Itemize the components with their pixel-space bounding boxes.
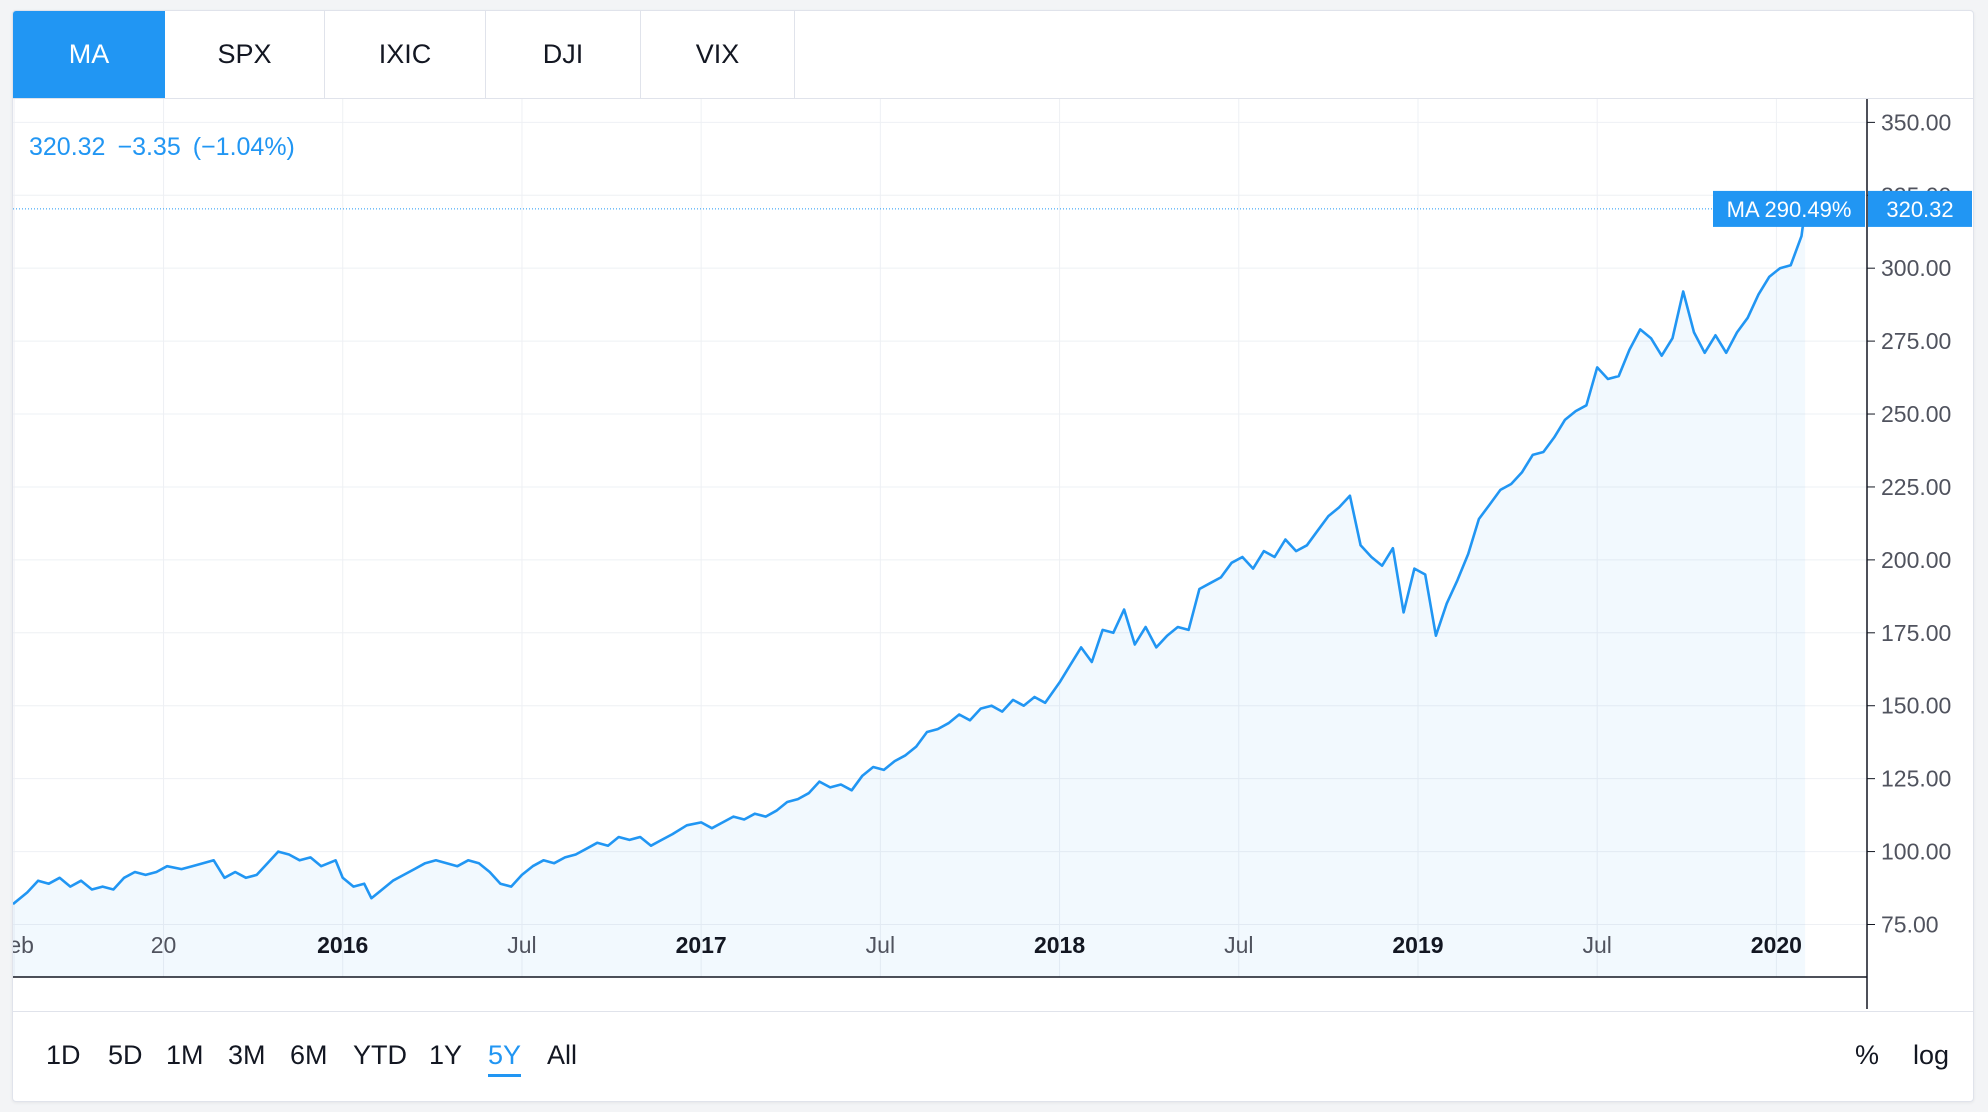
y-tick-label: 275.00 — [1881, 328, 1951, 354]
x-tick-label: 2018 — [1034, 932, 1085, 958]
range-1m[interactable]: 1M — [166, 1040, 204, 1070]
range-6m[interactable]: 6M — [290, 1040, 328, 1070]
y-tick-label: 100.00 — [1881, 839, 1951, 865]
series-percent-label-bg — [1713, 190, 1865, 227]
legend-change-percent: (−1.04%) — [192, 133, 295, 161]
chart-area[interactable]: 75.00 100.00 125.00 150.00 175.00 200.00 225.0… — [13, 99, 1973, 1009]
price-line — [13, 208, 1807, 906]
log-scale-toggle[interactable]: log — [1913, 1040, 1950, 1070]
x-tick-label: Feb — [13, 932, 34, 958]
price-area-fill — [13, 208, 1806, 977]
tab-dji[interactable]: DJI — [486, 11, 641, 98]
range-1y[interactable]: 1Y — [429, 1040, 463, 1070]
range-5d[interactable]: 5D — [108, 1040, 143, 1070]
y-tick-label: 225.00 — [1881, 474, 1951, 500]
tab-ma[interactable]: MA — [13, 11, 165, 98]
range-all[interactable]: All — [547, 1040, 578, 1070]
y-tick-label: 200.00 — [1881, 547, 1951, 573]
range-3m[interactable]: 3M — [228, 1040, 266, 1070]
y-tick-label: 350.00 — [1881, 109, 1951, 135]
y-tick-label: 125.00 — [1881, 766, 1951, 792]
percent-scale-toggle[interactable]: % — [1855, 1040, 1880, 1070]
last-price-label: 320.32 — [1886, 197, 1953, 222]
chart-widget: MA SPX IXIC DJI VIX 75.00 100.00 125.00 150… — [12, 10, 1974, 1102]
price-legend: 320.32 −3.35 (−1.04%) — [29, 133, 307, 162]
range-bar: 1D 5D 1M 3M 6M YTD 1Y 5Y All % log — [13, 1011, 1973, 1101]
x-tick-label: Jul — [1582, 932, 1611, 958]
price-chart[interactable]: 75.00 100.00 125.00 150.00 175.00 200.00 225.0… — [13, 99, 1973, 1009]
x-tick-label: Jul — [1224, 932, 1253, 958]
x-tick-label: Jul — [507, 932, 536, 958]
x-tick-label: 2020 — [1751, 932, 1802, 958]
y-tick-label: 300.00 — [1881, 255, 1951, 281]
y-tick-label: 250.00 — [1881, 401, 1951, 427]
y-tick-label: 175.00 — [1881, 620, 1951, 646]
legend-change: −3.35 — [117, 133, 181, 161]
tab-spx[interactable]: SPX — [165, 11, 325, 98]
x-tick-label: 20 — [151, 932, 177, 958]
range-1d[interactable]: 1D — [46, 1040, 81, 1070]
legend-price: 320.32 — [29, 133, 106, 161]
range-5y[interactable]: 5Y — [488, 1040, 522, 1077]
x-tick-label: 2017 — [676, 932, 727, 958]
x-tick-label: 2019 — [1392, 932, 1443, 958]
x-tick-label: 2016 — [317, 932, 368, 958]
range-ytd[interactable]: YTD — [353, 1040, 407, 1070]
last-price-label-bg — [1868, 190, 1972, 227]
y-tick-label: 150.00 — [1881, 693, 1951, 719]
y-tick-label: 75.00 — [1881, 911, 1939, 937]
x-tick-label: Jul — [866, 932, 895, 958]
tab-vix[interactable]: VIX — [641, 11, 795, 98]
tab-ixic[interactable]: IXIC — [325, 11, 486, 98]
symbol-tab-bar: MA SPX IXIC DJI VIX — [13, 11, 1973, 99]
series-percent-label: MA 290.49% — [1727, 197, 1852, 222]
